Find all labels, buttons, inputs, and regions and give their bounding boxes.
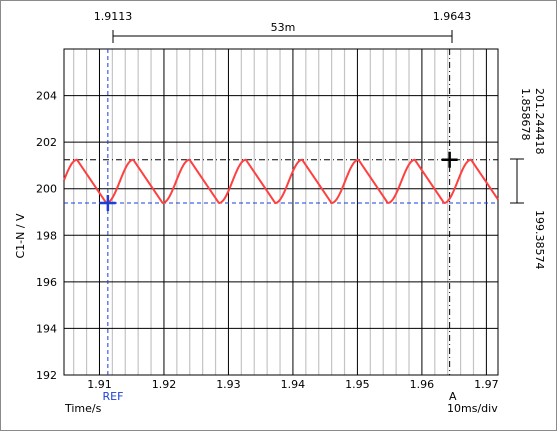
a-cursor-marker <box>441 151 458 168</box>
cursor-lines <box>64 49 498 375</box>
x-tick-label: 1.96 <box>410 378 435 391</box>
a-x-readout: 1.9643 <box>433 10 472 23</box>
ref-y-readout: 199.38574 <box>533 210 546 270</box>
a-y-readout: 201.244418 <box>533 88 546 154</box>
y-tick-label: 192 <box>36 369 57 382</box>
cursor-markers <box>99 151 458 212</box>
y-tick-label: 198 <box>36 229 57 242</box>
y-tick-label: 196 <box>36 276 57 289</box>
x-tick-label: 1.91 <box>87 378 112 391</box>
y-tick-label: 204 <box>36 90 57 103</box>
delta-y-readout: 1.858678 <box>519 88 532 141</box>
x-tick-label: 1.93 <box>216 378 241 391</box>
delta-x-bracket <box>112 30 453 43</box>
tick-labels: 1.91 1.92 1.93 1.94 1.95 1.96 1.97 192 194 196 198… <box>36 90 499 391</box>
x-tick-label: 1.97 <box>474 378 499 391</box>
y-axis-label: C1-N / V <box>14 213 27 259</box>
plot-area-border <box>63 48 499 376</box>
y-tick-label: 194 <box>36 322 57 335</box>
timebase-label: 10ms/div <box>447 402 498 415</box>
x-axis-label: Time/s <box>64 402 102 415</box>
ref-cursor-marker <box>99 195 116 212</box>
x-tick-label: 1.92 <box>152 378 177 391</box>
y-tick-label: 202 <box>36 136 57 149</box>
x-tick-label: 1.95 <box>345 378 370 391</box>
y-tick-label: 200 <box>36 183 57 196</box>
waveform-series <box>63 158 499 205</box>
delta-x-readout: 53m <box>271 21 296 34</box>
delta-y-bracket <box>510 158 524 204</box>
ref-x-readout: 1.9113 <box>94 10 133 23</box>
x-tick-label: 1.94 <box>281 378 306 391</box>
grid <box>64 49 498 376</box>
a-cursor-label: A <box>449 390 457 403</box>
ref-cursor-label: REF <box>103 390 124 403</box>
